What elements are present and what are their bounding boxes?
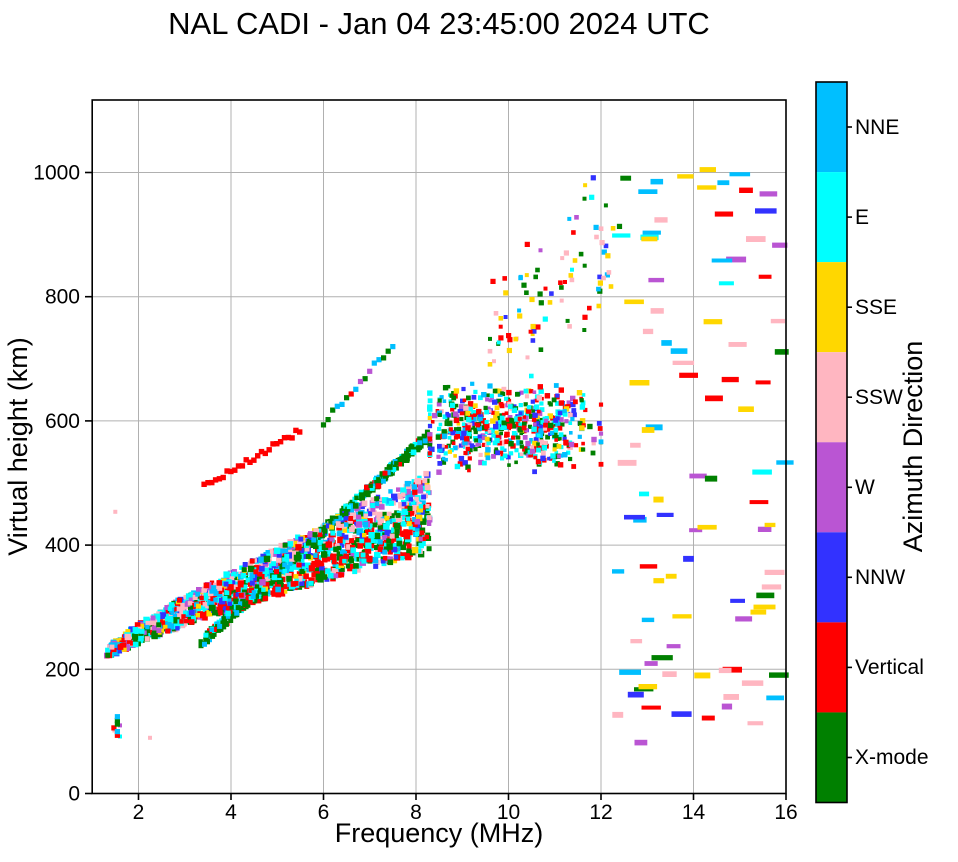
svg-text:200: 200 — [45, 658, 80, 681]
svg-text:0: 0 — [68, 783, 80, 806]
svg-text:600: 600 — [45, 410, 80, 433]
svg-text:W: W — [855, 476, 875, 499]
svg-text:16: 16 — [774, 801, 797, 824]
svg-text:NNW: NNW — [855, 566, 905, 589]
svg-text:6: 6 — [318, 801, 330, 824]
svg-text:14: 14 — [682, 801, 706, 824]
svg-text:2: 2 — [133, 801, 145, 824]
svg-text:X-mode: X-mode — [855, 746, 929, 769]
svg-text:E: E — [855, 206, 869, 229]
svg-text:NNE: NNE — [855, 116, 899, 139]
svg-text:800: 800 — [45, 286, 80, 309]
svg-text:Vertical: Vertical — [855, 656, 924, 679]
svg-text:12: 12 — [589, 801, 612, 824]
svg-text:1000: 1000 — [33, 162, 80, 185]
svg-text:4: 4 — [225, 801, 237, 824]
svg-text:SSE: SSE — [855, 296, 897, 319]
svg-text:400: 400 — [45, 534, 80, 557]
svg-text:Azimuth Direction: Azimuth Direction — [898, 341, 928, 553]
svg-text:Virtual height (km): Virtual height (km) — [3, 337, 33, 556]
svg-text:SSW: SSW — [855, 386, 903, 409]
svg-text:Frequency (MHz): Frequency (MHz) — [335, 818, 544, 848]
